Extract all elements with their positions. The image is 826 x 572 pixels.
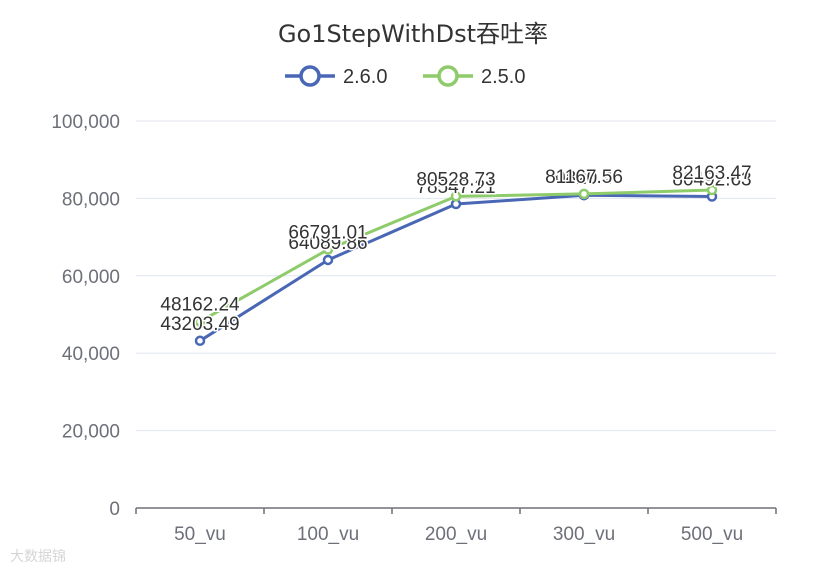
data-point	[194, 335, 206, 347]
y-axis: 0 20,000 40,000 60,000 80,000 100,000	[51, 112, 120, 520]
data-point	[322, 254, 334, 266]
data-point	[578, 188, 590, 200]
legend-marker	[299, 65, 321, 87]
data-label: 80528.73	[416, 169, 495, 190]
y-tick-label: 40,000	[62, 344, 120, 365]
series-line-2.5.0	[199, 188, 713, 323]
x-tick-label: 300_vu	[553, 524, 615, 545]
data-label: 43203.49	[160, 314, 239, 335]
data-point	[322, 244, 334, 255]
data-label: 81167.56	[545, 167, 623, 188]
x-axis: 50_vu 100_vu 200_vu 300_vu 500_vu	[135, 507, 777, 545]
data-point	[194, 316, 206, 327]
data-label: 80492.63	[672, 169, 751, 190]
legend-item-2.5.0[interactable]: 2.5.0	[423, 65, 525, 88]
legend-label: 2.5.0	[481, 66, 525, 88]
y-tick-label: 100,000	[51, 112, 120, 133]
data-label: 82163.47	[672, 163, 751, 184]
x-tick-label: 50_vu	[174, 524, 226, 545]
data-labels: 43203.49 64089.86 78547.21 80820.45 80492.63…	[159, 162, 753, 337]
series-layer	[194, 184, 718, 347]
data-label: 78547.21	[416, 177, 495, 198]
x-tick-label: 100_vu	[297, 524, 359, 545]
x-tick-label: 200_vu	[425, 524, 487, 545]
x-tick-label: 500_vu	[681, 524, 743, 545]
y-tick-label: 80,000	[62, 189, 120, 210]
data-point	[706, 184, 718, 196]
legend-label: 2.6.0	[343, 66, 387, 88]
data-label: 80820.45	[544, 168, 623, 189]
y-tick-label: 60,000	[62, 267, 120, 288]
chart-title: Go1StepWithDst吞吐率	[278, 20, 548, 48]
legend[interactable]: 2.6.0 2.5.0	[285, 65, 525, 88]
y-tick-label: 0	[109, 499, 120, 520]
watermark: 大数据锦	[10, 546, 66, 566]
data-label: 48162.24	[160, 295, 240, 316]
legend-marker	[437, 65, 459, 87]
watermark-text: 大数据锦	[10, 549, 66, 565]
data-label: 66791.01	[288, 223, 367, 244]
data-label: 64089.86	[288, 233, 367, 254]
series-line-2.6.0	[199, 193, 713, 343]
y-tick-label: 20,000	[62, 422, 120, 443]
legend-item-2.6.0[interactable]: 2.6.0	[285, 65, 387, 88]
data-point	[450, 191, 462, 202]
